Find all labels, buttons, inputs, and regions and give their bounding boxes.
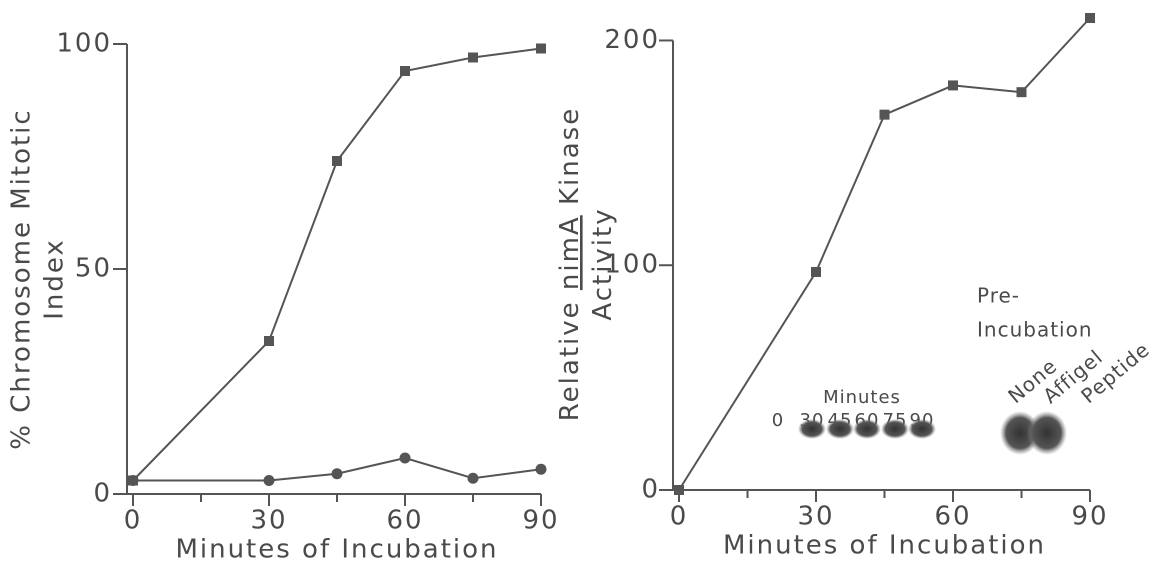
marker	[264, 336, 274, 346]
marker	[674, 485, 684, 495]
marker	[128, 475, 139, 486]
marker	[811, 267, 821, 277]
y-tick-label: 0	[641, 475, 660, 505]
gel-band	[798, 419, 826, 439]
marker	[400, 66, 410, 76]
y-axis-label: Index	[40, 238, 70, 320]
y-axis-label: % Chromosome Mitotic	[7, 108, 37, 449]
marker	[468, 473, 479, 484]
series-line	[133, 49, 541, 481]
y-axis-label-part: Kinase	[555, 107, 585, 216]
gel-band	[908, 419, 936, 439]
y-axis-label-part: Activity	[588, 207, 618, 320]
inset-title: Minutes	[823, 387, 901, 408]
marker	[332, 468, 343, 479]
x-tick-label: 0	[124, 506, 143, 536]
gel-band	[1027, 411, 1067, 455]
preincubation-title: Incubation	[977, 318, 1093, 342]
lane-label: 0	[772, 410, 784, 431]
y-tick-label: 200	[604, 25, 660, 55]
marker	[1085, 13, 1095, 23]
y-tick-label: 50	[75, 254, 112, 284]
y-tick-label: 100	[56, 29, 112, 59]
x-tick-label: 60	[386, 506, 423, 536]
x-tick-label: 60	[934, 502, 971, 532]
marker	[468, 53, 478, 63]
marker	[1017, 87, 1027, 97]
x-tick-label: 90	[1071, 502, 1108, 532]
y-axis-label-part: nimA	[555, 215, 585, 290]
marker	[536, 44, 546, 54]
x-tick-label: 90	[522, 506, 559, 536]
figure: 0 50 100 0 30 60 90 Minutes of Incubation % Chro…	[0, 0, 1165, 562]
x-tick-label: 30	[797, 502, 834, 532]
marker	[400, 453, 411, 464]
gel-band	[826, 419, 854, 439]
marker	[536, 464, 547, 475]
marker	[880, 110, 890, 120]
y-axis-label: Relative nimA Kinase	[555, 107, 585, 421]
x-tick-label: 0	[670, 502, 689, 532]
y-tick-label: 0	[93, 479, 112, 509]
x-tick-label: 30	[250, 506, 287, 536]
marker	[264, 475, 275, 486]
x-axis-label: Minutes of Incubation	[175, 535, 498, 562]
gel-band	[853, 419, 881, 439]
preincubation-title: Pre-	[977, 284, 1020, 308]
y-axis-label: Activity	[588, 207, 618, 320]
x-axis-label: Minutes of Incubation	[723, 531, 1046, 561]
marker	[948, 80, 958, 90]
marker	[332, 156, 342, 166]
gel-band	[881, 419, 909, 439]
y-axis-label-part: Relative	[555, 290, 585, 421]
